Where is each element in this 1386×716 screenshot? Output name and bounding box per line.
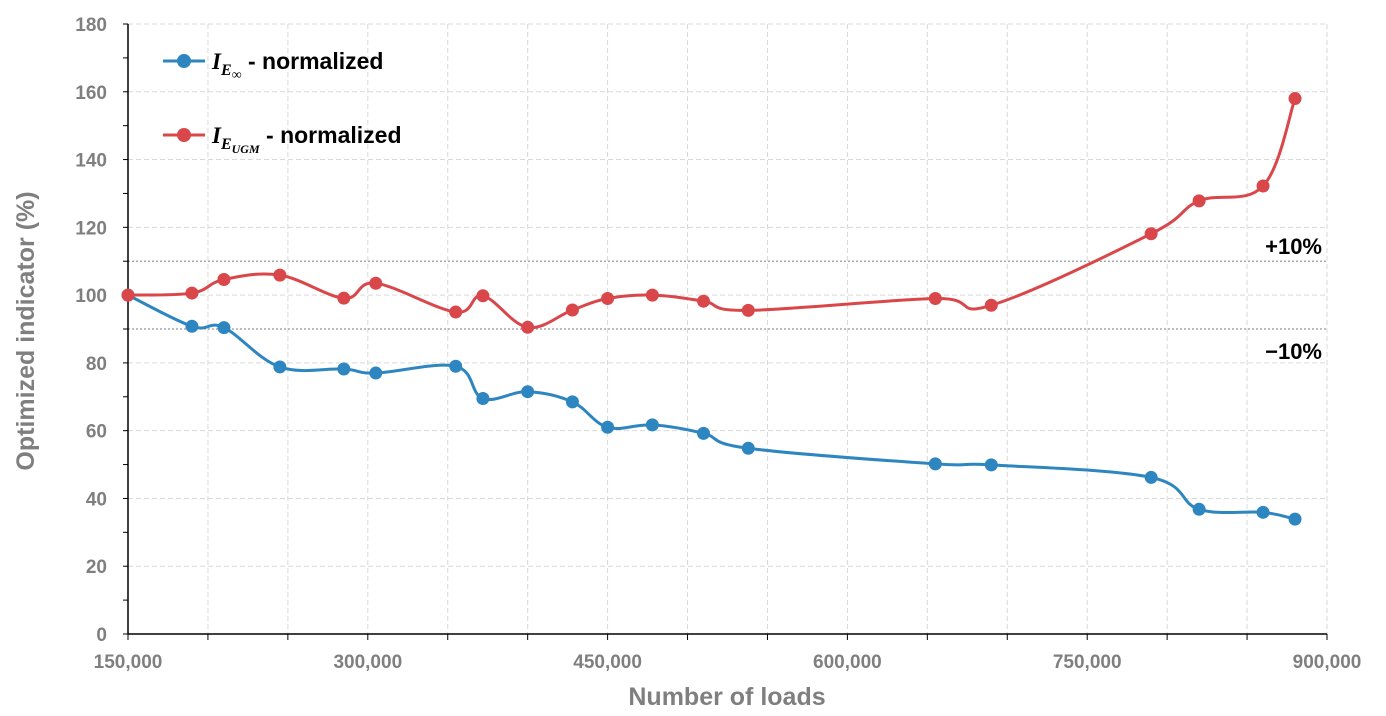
legend-label-red: IEUGM - normalized — [211, 122, 402, 156]
y-tick-label: 60 — [86, 422, 107, 443]
series-line-red — [127, 98, 1297, 330]
x-axis-title: Number of loads — [628, 683, 825, 711]
legend-suffix: - normalized — [260, 122, 402, 148]
data-point-blue — [273, 360, 287, 374]
tick-labels: 0 20 40 60 80 100 120 140 160 180 150,000 300,000 45… — [75, 15, 1361, 673]
legend-item-blue: IE∞ - normalized — [163, 48, 383, 83]
data-point-blue — [741, 441, 755, 455]
data-point-red — [565, 303, 579, 317]
data-point-blue — [185, 319, 199, 333]
data-point-red — [645, 288, 659, 302]
data-point-blue — [928, 457, 942, 471]
data-point-blue — [337, 362, 351, 376]
y-tick-label: 40 — [86, 489, 107, 510]
data-point-red — [984, 298, 998, 312]
y-tick-label: 140 — [75, 151, 107, 172]
data-point-red — [1256, 179, 1270, 193]
reference-line-label: −10% — [1265, 339, 1322, 364]
x-tick-label: 450,000 — [573, 652, 642, 673]
y-tick-label: 160 — [75, 83, 107, 104]
data-point-red — [337, 291, 351, 305]
data-point-red — [121, 288, 135, 302]
legend: IE∞ - normalized IEUGM - normalized — [163, 48, 402, 156]
data-point-blue — [217, 321, 231, 335]
y-tick-label: 0 — [96, 625, 107, 646]
y-tick-label: 180 — [75, 15, 107, 36]
data-point-blue — [984, 458, 998, 472]
legend-label-blue: IE∞ - normalized — [211, 48, 383, 83]
legend-symbol: I — [211, 49, 222, 74]
data-point-blue — [1192, 502, 1206, 516]
legend-symbol: I — [211, 123, 222, 148]
data-point-red — [1288, 92, 1302, 106]
legend-subsub: ∞ — [232, 68, 242, 83]
data-point-blue — [565, 395, 579, 409]
data-point-blue — [645, 418, 659, 432]
legend-sub: E — [220, 136, 232, 153]
data-point-blue — [601, 420, 615, 434]
data-point-red — [476, 289, 490, 303]
data-point-blue — [521, 385, 535, 399]
data-point-blue — [697, 426, 711, 440]
y-axis-title: Optimized indicator (%) — [12, 191, 40, 470]
data-point-red — [741, 303, 755, 317]
y-tick-label: 80 — [86, 354, 107, 375]
series — [121, 92, 1302, 526]
data-point-red — [1144, 227, 1158, 241]
data-point-red — [217, 273, 231, 287]
axes — [123, 23, 1328, 640]
legend-subsub: UGM — [232, 142, 260, 156]
legend-suffix: - normalized — [242, 48, 384, 74]
data-point-blue — [369, 366, 383, 380]
series-blue — [121, 288, 1302, 526]
y-tick-label: 100 — [75, 286, 107, 307]
x-tick-label: 900,000 — [1293, 652, 1362, 673]
x-tick-label: 300,000 — [333, 652, 402, 673]
data-point-red — [369, 276, 383, 290]
data-point-red — [928, 292, 942, 305]
data-point-red — [185, 286, 199, 300]
data-point-blue — [476, 391, 490, 405]
data-point-red — [601, 292, 615, 305]
grid — [128, 23, 1328, 634]
data-point-red — [1192, 194, 1206, 208]
data-point-blue — [1288, 512, 1302, 526]
data-point-blue — [1256, 505, 1270, 519]
series-line-blue — [127, 293, 1296, 521]
data-point-blue — [449, 359, 463, 373]
data-point-red — [521, 320, 535, 334]
legend-marker-red — [177, 128, 191, 142]
legend-item-red: IEUGM - normalized — [163, 122, 402, 156]
data-point-red — [697, 294, 711, 308]
reference-line-label: +10% — [1265, 234, 1322, 259]
data-point-red — [273, 268, 287, 282]
y-tick-label: 20 — [86, 557, 107, 578]
x-tick-label: 750,000 — [1053, 652, 1122, 673]
x-tick-label: 150,000 — [94, 652, 163, 673]
data-point-blue — [1144, 470, 1158, 484]
legend-sub: E — [220, 62, 232, 79]
data-point-red — [449, 305, 463, 319]
y-tick-label: 120 — [75, 218, 107, 239]
reference-lines: +10% −10% — [128, 234, 1327, 364]
legend-marker-blue — [177, 54, 191, 68]
x-tick-label: 600,000 — [813, 652, 882, 673]
series-red — [121, 92, 1302, 334]
